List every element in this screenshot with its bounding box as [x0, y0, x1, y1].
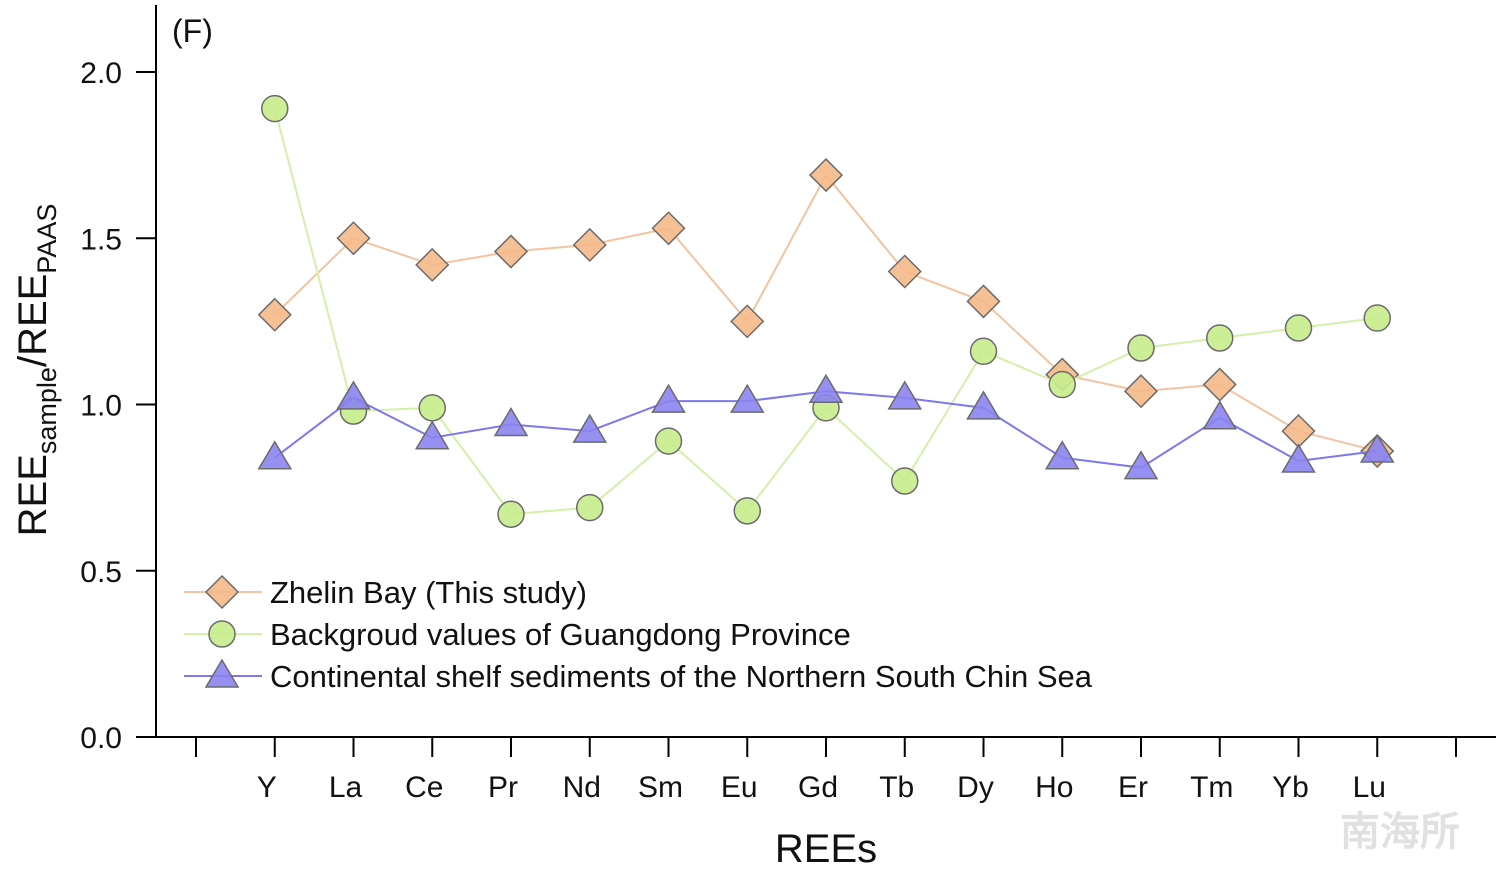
data-point	[1044, 440, 1080, 470]
x-tick-label: Ce	[405, 771, 443, 804]
x-tick-label: Sm	[638, 771, 683, 804]
series-diamond	[257, 158, 1395, 469]
data-point	[966, 284, 1001, 319]
x-tick-label: Er	[1118, 771, 1148, 804]
data-point	[969, 337, 998, 366]
y-tick-label: 0.5	[80, 556, 122, 589]
data-point	[493, 234, 529, 269]
data-point	[414, 420, 450, 450]
x-tick-label: Gd	[798, 771, 838, 804]
data-point	[1048, 370, 1076, 399]
data-point	[572, 413, 608, 443]
legend-marker	[204, 658, 240, 688]
data-point	[1206, 324, 1234, 352]
y-tick-label: 1.5	[80, 223, 122, 256]
data-point	[257, 297, 292, 332]
data-point	[1284, 314, 1313, 342]
data-point	[493, 406, 529, 437]
data-point	[336, 380, 371, 410]
watermark: 南海所	[1340, 810, 1460, 854]
data-point	[729, 383, 765, 413]
x-tick-label: Dy	[957, 771, 994, 804]
data-point	[415, 247, 450, 282]
x-tick-label: Y	[257, 771, 277, 804]
data-point	[336, 221, 371, 256]
data-point	[651, 211, 686, 246]
data-point	[808, 158, 844, 193]
data-point	[1281, 443, 1316, 473]
legend-label: Continental shelf sediments of the North…	[270, 659, 1093, 694]
data-point	[1123, 374, 1159, 409]
data-point	[730, 304, 765, 339]
series-triangle	[257, 373, 1395, 480]
data-point	[891, 467, 919, 495]
data-point	[733, 497, 761, 525]
data-point	[651, 383, 686, 413]
x-tick-label: Pr	[488, 771, 518, 804]
y-tick-label: 0.0	[80, 722, 122, 755]
data-point	[1359, 433, 1395, 463]
y-tick-label: 2.0	[80, 57, 122, 90]
data-point	[1127, 334, 1155, 362]
data-point	[808, 373, 844, 403]
data-point	[887, 254, 922, 289]
x-tick-label: Tb	[879, 771, 914, 804]
data-point	[654, 427, 683, 455]
data-point	[1281, 414, 1316, 449]
data-point	[418, 394, 446, 422]
legend-label: Backgroud values of Guangdong Province	[270, 617, 851, 652]
data-point	[1202, 367, 1237, 402]
legend-marker	[204, 574, 240, 610]
data-point	[497, 500, 525, 528]
x-tick-label: Lu	[1353, 771, 1386, 804]
data-point	[257, 440, 293, 470]
x-tick-label: Tm	[1190, 771, 1233, 804]
y-axis-label: REEsample/REEPAAS	[11, 204, 62, 537]
legend-marker	[208, 620, 236, 648]
x-tick-label: Yb	[1272, 771, 1309, 804]
data-point	[966, 390, 1001, 420]
data-point	[887, 380, 923, 410]
svg-text:南海所: 南海所	[1340, 810, 1460, 854]
data-point	[1202, 400, 1238, 430]
data-point	[261, 94, 289, 123]
x-tick-label: La	[329, 771, 363, 804]
data-point	[576, 493, 604, 522]
panel-label: (F)	[172, 13, 213, 49]
data-point	[1123, 450, 1159, 480]
x-tick-label: Nd	[563, 771, 601, 804]
y-tick-label: 1.0	[80, 390, 122, 423]
data-point	[572, 227, 607, 262]
x-axis-label: REEs	[775, 827, 877, 871]
x-tick-label: Ho	[1035, 771, 1073, 804]
x-tick-label: Eu	[721, 771, 758, 804]
legend-label: Zhelin Bay (This study)	[270, 575, 587, 610]
data-point	[1363, 304, 1391, 332]
